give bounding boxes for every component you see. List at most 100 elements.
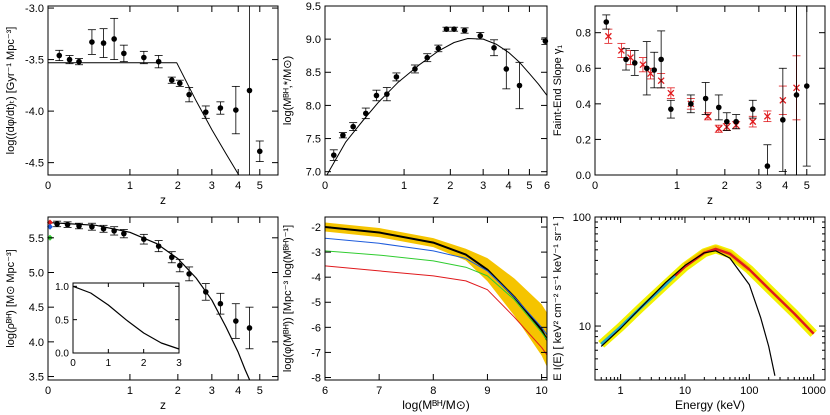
p1-xtick-label: 3: [209, 180, 215, 192]
p4-point: [121, 230, 127, 237]
p2-point: [477, 33, 484, 39]
p3-xlabel: z: [707, 193, 713, 207]
p6-series-black: [600, 250, 776, 376]
p1-ytick-label: -3.0: [25, 3, 44, 15]
p3-black-point: [603, 19, 610, 25]
p4-point: [54, 221, 60, 227]
p5-ytick-label: -4: [311, 272, 321, 284]
p1-ytick-label: -3.5: [25, 55, 44, 67]
p5-ylabel: log(φ(Mᴮᴴ)) [Mpc⁻³ log(Mᴮᴴ)⁻¹]: [282, 225, 294, 372]
p3-xtick-label: 2: [722, 180, 728, 192]
p2-ytick-label: 9.0: [306, 34, 321, 46]
p2-xlabel: z: [433, 193, 439, 207]
p3-black-point: [702, 95, 709, 102]
p2-ytick-label: 8.0: [306, 100, 321, 112]
p2-ytick-label: 7.5: [306, 134, 321, 146]
p5-ytick-label: -8: [311, 372, 321, 384]
p4-inset-xtick-label: 2: [141, 358, 147, 369]
p2-point: [424, 54, 431, 61]
p3-black-point: [668, 106, 674, 112]
p3-red-point: [715, 125, 723, 133]
p1-xlabel: z: [160, 193, 166, 207]
p4-point: [141, 236, 147, 242]
p3-ytick-label: 0.6: [576, 63, 591, 75]
p1-point: [246, 87, 253, 94]
p3-black-point: [749, 106, 756, 112]
p4-xtick-label: 5: [257, 385, 263, 397]
p4-point: [233, 318, 239, 324]
p3-black-point: [644, 65, 650, 72]
p4-point: [100, 225, 107, 232]
p3-xtick-label: 1: [674, 180, 680, 192]
p4-point: [177, 262, 183, 269]
p3-black-point: [623, 56, 629, 63]
p3-black-point: [733, 118, 739, 125]
p6-series-red: [639, 247, 815, 335]
p3-black-point: [651, 67, 657, 73]
p2-ytick-label: 7.0: [306, 167, 321, 179]
p3-black-point: [631, 60, 638, 66]
p6-xtick-label: 10: [679, 385, 691, 397]
p4-ytick-label: 5.0: [29, 267, 44, 279]
panel-p4: 0 1 2 3 4 5 3.5 4.0 4.5 5.0 5.5 z log(ρᴮᴴ) [M⊙ Mpc⁻³…: [5, 216, 279, 412]
p5-ytick-label: -5: [311, 297, 321, 309]
p4-inset-ytick-label: 1.0: [55, 282, 69, 293]
p4-inset-bg: [73, 283, 179, 353]
p1-ylabel: log((dφ/dt)ₜ) [Gyr⁻¹ Mpc⁻³]: [5, 27, 17, 155]
panel-p3: 0 1 2 3 4 5 0.0 0.2 0.4 0.6 0.8 z Faint-End Slope γ₁: [552, 5, 826, 207]
p6-frame: [594, 216, 826, 381]
p2-xtick-label: 0: [322, 180, 328, 192]
p5-xtick-label: 6: [322, 385, 328, 397]
p4-ytick-label: 3.5: [29, 371, 44, 383]
p3-black-point: [715, 104, 722, 111]
p1-xtick-label: 2: [175, 180, 181, 192]
p4-point: [217, 300, 224, 307]
p6-xtick-label: 100: [740, 385, 758, 397]
p1-point: [217, 105, 224, 111]
p1-point: [66, 56, 73, 63]
p4-ytick-label: 4.0: [29, 337, 44, 349]
p4-inset-ytick-label: 0.5: [55, 315, 69, 326]
p5-series-blue: [325, 237, 547, 336]
p3-black-point: [803, 83, 810, 89]
p2-point: [516, 82, 523, 89]
p6-xtick-label: 1000: [801, 385, 825, 397]
p2-point: [393, 74, 400, 80]
p1-point: [168, 77, 175, 83]
p3-ytick-label: 0.4: [576, 99, 591, 111]
p2-point: [503, 66, 510, 72]
p3-black-point: [780, 117, 786, 123]
p6-ylabel: E I(E) [ keV² cm⁻² s⁻¹ keV⁻¹ sr⁻¹ ]: [552, 216, 564, 380]
p2-model-curve: [326, 38, 547, 175]
p3-xtick-label: 0: [592, 180, 598, 192]
p5-ytick-label: -2: [311, 222, 321, 234]
panel-p5: 6 7 8 9 10 -2 -3 -4 -5 -6 -7 -8 log(Mᴮᴴ/M⊙) log(φ(Mᴮᴴ…: [282, 216, 548, 412]
p2-point: [491, 44, 497, 51]
p2-ylabel: log(Mᴮᴴ,*/M⊙): [282, 56, 294, 125]
p3-xtick-label: 5: [804, 180, 810, 192]
p2-point: [435, 45, 442, 52]
p1-point: [56, 52, 63, 59]
p2-xtick-label: 6: [544, 180, 550, 192]
p3-red-point: [704, 112, 712, 120]
p2-ytick-label: 9.5: [306, 1, 321, 13]
p2-point: [330, 152, 337, 158]
p2-xtick-label: 1: [401, 180, 407, 192]
p4-xlabel: z: [160, 398, 166, 412]
p4-ytick-label: 5.5: [29, 233, 44, 245]
p5-ytick-label: -3: [311, 247, 321, 259]
p3-xtick-label: 3: [756, 180, 762, 192]
p1-point: [155, 58, 162, 65]
p3-red-point: [667, 89, 675, 97]
p2-point: [451, 26, 457, 32]
p5-xtick-label: 10: [535, 385, 547, 397]
p1-point: [121, 50, 127, 57]
panel-p1: 0 1 2 3 4 5 -3.0 -3.5 -4.0 -4.5 z log((dφ/dt)ₜ) [Gy…: [5, 3, 279, 207]
p1-xtick-label: 1: [127, 180, 133, 192]
p1-point: [76, 58, 82, 65]
p4-model-curve: [48, 221, 251, 380]
p1-model-curve: [48, 62, 240, 175]
p5-xtick-label: 9: [484, 385, 490, 397]
